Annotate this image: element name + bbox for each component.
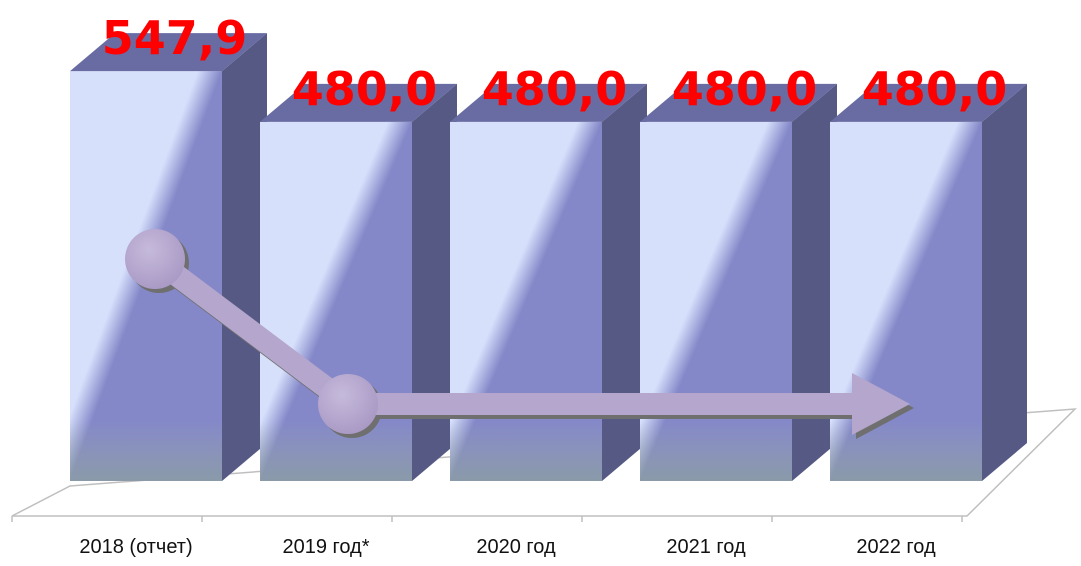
- category-label: 2022 год: [856, 536, 936, 558]
- bar-side: [792, 83, 837, 481]
- value-label: 480,0: [292, 62, 438, 116]
- bar-side: [982, 83, 1027, 481]
- arrow-node: [318, 374, 378, 434]
- bar-side: [222, 33, 267, 481]
- arrow-head: [852, 373, 910, 435]
- arrow-segment: [148, 250, 355, 413]
- bar-top: [830, 83, 1027, 122]
- trend-arrow-shape: [125, 229, 914, 439]
- category-label: 2020 год: [476, 536, 556, 558]
- category-label: 2018 (отчет): [79, 536, 192, 558]
- value-label: 480,0: [482, 62, 628, 116]
- bar-base-shade: [70, 421, 222, 481]
- value-labels: 547,9 480,0 480,0 480,0 480,0: [102, 11, 1008, 116]
- floor-outline: [11, 408, 1077, 517]
- value-label: 480,0: [672, 62, 818, 116]
- category-label: 2021 год: [666, 536, 746, 558]
- bar-top: [640, 83, 837, 122]
- category-label: 2019 год*: [282, 536, 369, 558]
- bar: [450, 83, 647, 481]
- value-label: 480,0: [862, 62, 1008, 116]
- arrow-shaft: [348, 393, 852, 415]
- value-label: 547,9: [102, 11, 248, 65]
- bar-top: [260, 83, 457, 122]
- bar-side: [602, 83, 647, 481]
- chart-floor: [11, 408, 1077, 522]
- arrow-node: [125, 229, 185, 289]
- trend-arrow: [125, 229, 914, 439]
- category-labels: 2018 (отчет) 2019 год* 2020 год 2021 год 202…: [79, 536, 936, 558]
- bar: [640, 83, 837, 481]
- bar-base-shade: [450, 421, 602, 481]
- bar-top: [450, 83, 647, 122]
- bars: [70, 33, 1027, 481]
- bar-side: [412, 83, 457, 481]
- bar-top: [70, 33, 267, 72]
- bar-base-shade: [640, 421, 792, 481]
